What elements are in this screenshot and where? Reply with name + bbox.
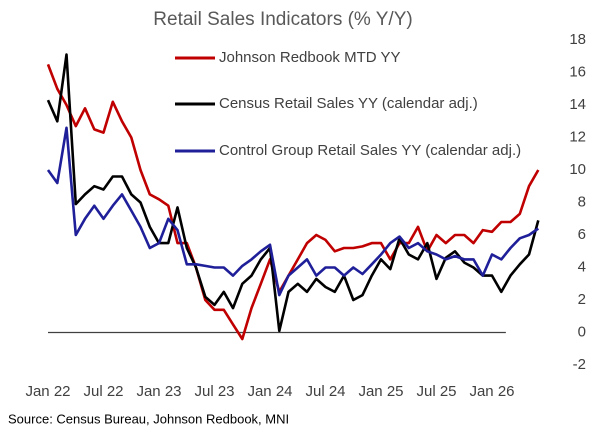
legend-label: Control Group Retail Sales YY (calendar … <box>219 142 521 159</box>
legend-label: Johnson Redbook MTD YY <box>219 49 401 66</box>
legend-label: Census Retail Sales YY (calendar adj.) <box>219 95 478 112</box>
y-tick-label: -2 <box>573 356 586 373</box>
y-tick-label: 10 <box>569 161 586 178</box>
y-tick-label: 14 <box>569 96 586 113</box>
source-note: Source: Census Bureau, Johnson Redbook, … <box>8 411 289 426</box>
series-line <box>46 63 540 341</box>
y-tick-label: 16 <box>569 63 586 80</box>
x-tick-label: Jul 22 <box>83 383 123 400</box>
y-tick-label: 4 <box>578 258 586 275</box>
y-tick-label: 2 <box>578 291 586 308</box>
chart-title: Retail Sales Indicators (% Y/Y) <box>153 9 412 30</box>
x-tick-label: Jan 23 <box>136 383 181 400</box>
y-tick-label: 0 <box>578 323 586 340</box>
series-line <box>46 53 540 333</box>
x-tick-label: Jul 24 <box>305 383 345 400</box>
x-tick-label: Jul 25 <box>416 383 456 400</box>
series-line <box>46 126 540 297</box>
y-tick-label: 12 <box>569 128 586 145</box>
x-tick-label: Jul 23 <box>194 383 234 400</box>
y-tick-label: 18 <box>569 31 586 48</box>
x-tick-label: Jan 22 <box>25 383 70 400</box>
x-tick-label: Jan 25 <box>358 383 403 400</box>
y-tick-label: 8 <box>578 193 586 210</box>
x-tick-label: Jan 26 <box>469 383 514 400</box>
x-tick-label: Jan 24 <box>247 383 292 400</box>
y-tick-label: 6 <box>578 226 586 243</box>
